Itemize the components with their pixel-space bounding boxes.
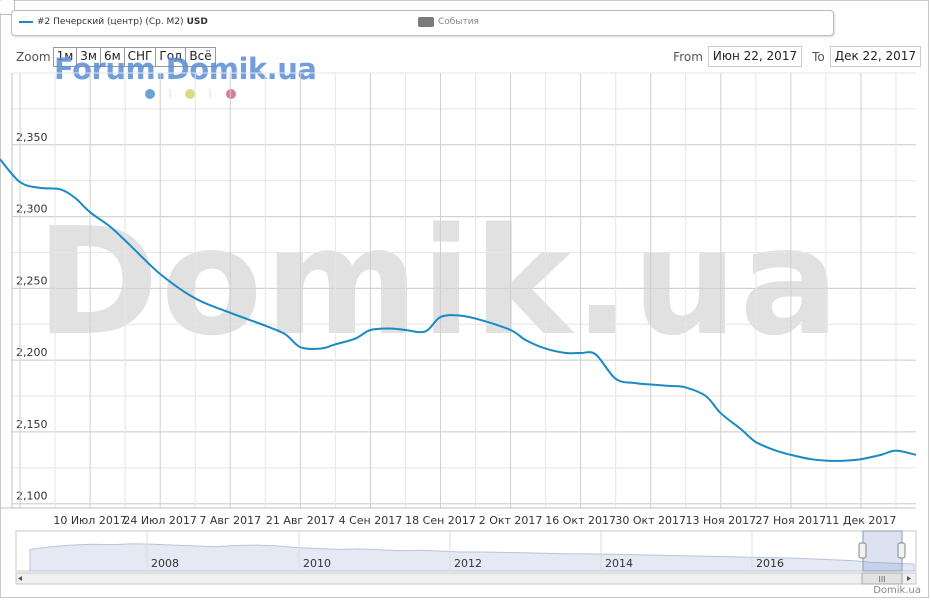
scrollbar-grip-icon: III <box>878 575 885 584</box>
y-tick-label: 2,350 <box>16 131 48 144</box>
dot-yellow <box>185 89 195 99</box>
x-tick-label: 10 Июл 2017 <box>53 514 127 527</box>
x-tick-label: 2 Окт 2017 <box>479 514 543 527</box>
x-tick-label: 16 Окт 2017 <box>545 514 616 527</box>
legend-item-events[interactable]: События <box>418 17 479 27</box>
navigator-year-label: 2014 <box>605 557 633 570</box>
from-date-input[interactable]: Июн 22, 2017 <box>707 46 803 67</box>
x-tick-label: 27 Ноя 2017 <box>756 514 827 527</box>
series-line-icon <box>19 21 33 23</box>
x-tick-label: 24 Июл 2017 <box>123 514 197 527</box>
zoom-button-6m[interactable]: 6м <box>99 47 125 67</box>
navigator-area <box>29 543 915 572</box>
scroll-right-arrow-icon[interactable] <box>907 576 911 581</box>
dot-blue <box>145 89 155 99</box>
zoom-button-3m[interactable]: 3м <box>76 47 101 67</box>
legend-series-label: #2 Печерский (центр) (Ср. М2) <box>37 17 184 27</box>
x-tick-label: 11 Дек 2017 <box>825 514 896 527</box>
credit-link[interactable]: Domik.ua <box>873 585 921 596</box>
x-tick-label: 18 Сен 2017 <box>405 514 476 527</box>
navigator-year-label: 2010 <box>303 557 331 570</box>
series-line <box>0 158 917 462</box>
y-tick-label: 2,150 <box>16 418 48 431</box>
from-label: From <box>673 49 703 64</box>
navigator-year-label: 2008 <box>151 557 179 570</box>
y-tick-label: 2,200 <box>16 346 48 359</box>
zoom-button-all[interactable]: Всё <box>185 47 216 67</box>
x-tick-label: 7 Авг 2017 <box>199 514 261 527</box>
legend-item-series[interactable]: #2 Печерский (центр) (Ср. М2) USD <box>19 17 208 27</box>
x-tick-label: 21 Авг 2017 <box>266 514 335 527</box>
navigator-window <box>862 530 903 572</box>
y-tick-label: 2,300 <box>16 203 48 216</box>
color-dots <box>145 89 236 99</box>
legend: #2 Печерский (центр) (Ср. М2) USD Событи… <box>11 10 834 36</box>
legend-series-unit: USD <box>186 17 208 27</box>
x-tick-label: 30 Окт 2017 <box>615 514 686 527</box>
watermark-forum: Forum.Domik.ua <box>54 52 317 86</box>
zoom-selector: Zoom 1м 3м 6м СНГ Год Всё <box>16 47 216 67</box>
x-tick-label: 13 Ноя 2017 <box>685 514 756 527</box>
navigator-handle-left[interactable] <box>858 542 867 559</box>
legend-events-label: События <box>438 17 479 27</box>
zoom-button-1y[interactable]: Год <box>155 47 187 67</box>
events-box-icon <box>418 17 434 27</box>
navigator-year-label: 2016 <box>756 557 784 570</box>
y-tick-label: 2,250 <box>16 274 48 287</box>
to-date-input[interactable]: Дек 22, 2017 <box>829 46 921 67</box>
y-tick-label: 2,100 <box>16 490 48 503</box>
navigator-handle-right[interactable] <box>897 542 906 559</box>
scrollbar-thumb[interactable] <box>861 572 903 585</box>
to-label: To <box>812 49 825 64</box>
dot-pink <box>226 89 236 99</box>
x-tick-label: 4 Сен 2017 <box>339 514 403 527</box>
scrollbar-track[interactable] <box>15 572 917 585</box>
date-range: From Июн 22, 2017 To Дек 22, 2017 <box>673 46 921 67</box>
scroll-left-arrow-icon[interactable] <box>18 576 22 581</box>
zoom-label: Zoom <box>16 50 51 64</box>
navigator-year-label: 2012 <box>454 557 482 570</box>
